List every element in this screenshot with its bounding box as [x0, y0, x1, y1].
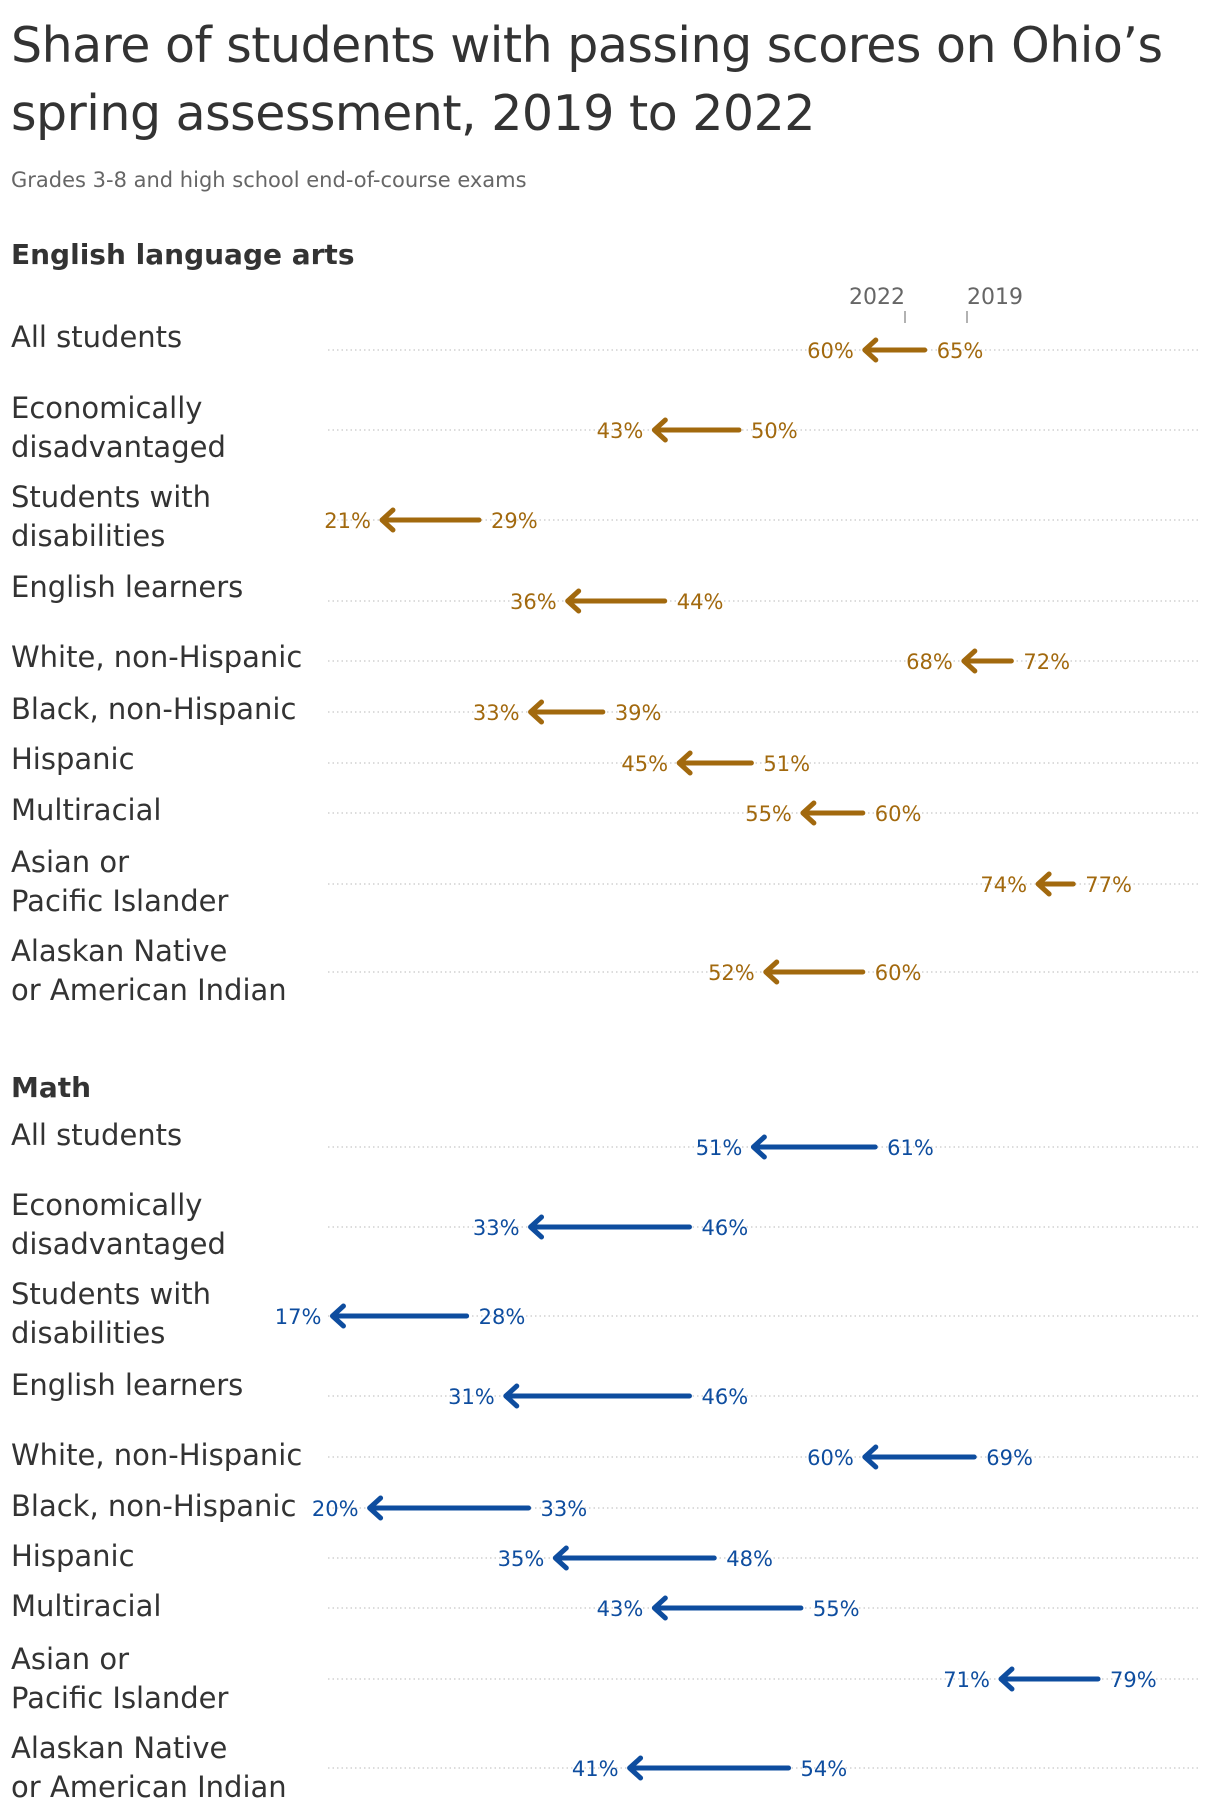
arrow-head	[763, 959, 780, 985]
value-label-2019: 48%	[726, 1547, 773, 1571]
value-label-2019: 29%	[491, 509, 538, 533]
value-label-2019: 39%	[615, 701, 662, 725]
value-label-2019: 72%	[1023, 650, 1070, 674]
value-label-2022: 43%	[597, 419, 644, 443]
arrow-head	[528, 699, 545, 725]
arrow-head	[651, 417, 668, 443]
section-heading-ela: English language arts	[11, 238, 355, 271]
row-label: Economically disadvantaged	[11, 391, 226, 464]
arrow-head	[676, 750, 693, 776]
value-label-2019: 46%	[701, 1216, 748, 1240]
arrow-head	[329, 1303, 346, 1329]
value-label-2022: 43%	[597, 1597, 644, 1621]
value-label-2019: 69%	[986, 1446, 1033, 1470]
arrow-head	[503, 1383, 520, 1409]
arrow-head	[1035, 871, 1052, 897]
arrow-head	[565, 588, 582, 614]
col-head-2022: 2022	[849, 285, 905, 310]
arrow-head	[800, 800, 817, 826]
value-label-2019: 61%	[887, 1136, 934, 1160]
row-label: Economically disadvantaged	[11, 1188, 226, 1261]
value-label-2019: 51%	[763, 752, 810, 776]
value-label-2019: 65%	[937, 339, 984, 363]
row-label: Multiracial	[11, 1589, 162, 1623]
arrow-head	[552, 1545, 569, 1571]
row-label: White, non-Hispanic	[11, 1438, 303, 1472]
value-label-2022: 52%	[708, 961, 755, 985]
row-label: All students	[11, 320, 183, 354]
arrow-head	[627, 1755, 644, 1781]
value-label-2019: 46%	[701, 1385, 748, 1409]
row-label: Students with disabilities	[11, 480, 212, 553]
value-label-2019: 79%	[1110, 1668, 1157, 1692]
arrow-head	[651, 1595, 668, 1621]
row-label: Multiracial	[11, 793, 162, 827]
row-label: Students with disabilities	[11, 1277, 212, 1350]
arrow-head	[528, 1214, 545, 1240]
value-label-2019: 28%	[479, 1305, 526, 1329]
arrow-head	[862, 1444, 879, 1470]
value-label-2022: 45%	[621, 752, 668, 776]
value-label-2022: 55%	[745, 802, 792, 826]
arrow-head	[750, 1134, 767, 1160]
arrow-head	[998, 1666, 1015, 1692]
arrow-head	[862, 337, 879, 363]
row-label: Asian or Pacific Islander	[11, 1642, 229, 1715]
value-label-2019: 50%	[751, 419, 798, 443]
row-label: Asian or Pacific Islander	[11, 845, 229, 918]
row-label: English learners	[11, 570, 244, 604]
section-heading-math: Math	[11, 1071, 92, 1104]
value-label-2022: 33%	[473, 1216, 520, 1240]
col-head-2019: 2019	[967, 285, 1023, 310]
row-label: Black, non-Hispanic	[11, 1489, 297, 1523]
value-label-2022: 35%	[498, 1547, 545, 1571]
chart-title: Share of students with passing scores on…	[11, 17, 1163, 142]
row-label: Hispanic	[11, 1539, 135, 1573]
value-label-2022: 68%	[906, 650, 953, 674]
row-label: White, non-Hispanic	[11, 640, 303, 674]
value-label-2022: 33%	[473, 701, 520, 725]
value-label-2022: 17%	[275, 1305, 322, 1329]
arrow-head	[961, 648, 978, 674]
value-label-2022: 60%	[807, 1446, 854, 1470]
row-label: Alaskan Native or American Indian	[11, 934, 287, 1007]
row-label: All students	[11, 1118, 183, 1152]
value-label-2019: 60%	[875, 802, 922, 826]
value-label-2019: 33%	[541, 1497, 588, 1521]
arrow-head	[367, 1495, 384, 1521]
value-label-2019: 54%	[801, 1757, 848, 1781]
arrow-head	[379, 507, 396, 533]
value-label-2022: 71%	[943, 1668, 990, 1692]
value-label-2022: 41%	[572, 1757, 619, 1781]
row-label: Hispanic	[11, 742, 135, 776]
value-label-2022: 31%	[448, 1385, 495, 1409]
value-label-2019: 44%	[677, 590, 724, 614]
value-label-2019: 60%	[875, 961, 922, 985]
chart-subtitle: Grades 3-8 and high school end-of-course…	[11, 168, 527, 192]
value-label-2022: 20%	[312, 1497, 359, 1521]
value-label-2019: 55%	[813, 1597, 860, 1621]
row-label: Black, non-Hispanic	[11, 692, 297, 726]
value-label-2022: 60%	[807, 339, 854, 363]
value-label-2022: 36%	[510, 590, 557, 614]
value-label-2022: 51%	[696, 1136, 743, 1160]
row-label: Alaskan Native or American Indian	[11, 1731, 287, 1804]
value-label-2022: 74%	[980, 873, 1027, 897]
row-label: English learners	[11, 1368, 244, 1402]
value-label-2019: 77%	[1085, 873, 1132, 897]
value-label-2022: 21%	[324, 509, 371, 533]
